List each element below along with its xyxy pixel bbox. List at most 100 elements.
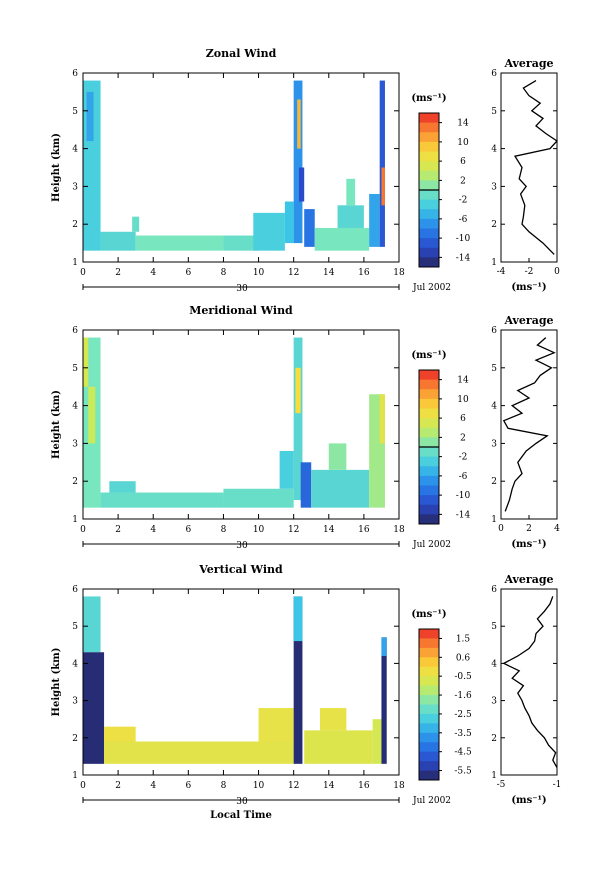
profile-frame	[500, 72, 558, 263]
profile-x-tick-label: 2	[526, 524, 532, 534]
plot-frame	[82, 588, 400, 776]
x-tick-label: 0	[80, 268, 86, 278]
y-tick-label: 4	[72, 659, 78, 669]
heatmap-cell	[253, 212, 285, 251]
colorbar-swatch	[419, 629, 439, 639]
x-tick-label: 16	[358, 525, 370, 535]
profile-x-tick-label: -2	[525, 267, 534, 277]
day-label: 30	[236, 541, 248, 551]
heatmap-cell	[369, 193, 380, 247]
x-tick-label: 16	[358, 268, 370, 278]
panel-title: Meridional Wind	[189, 304, 293, 317]
colorbar-tick-label: 14	[457, 119, 469, 129]
colorbar-swatch	[419, 732, 439, 743]
colorbar-tick-label: 2	[460, 433, 466, 443]
colorbar-tick-label: -2.5	[454, 710, 472, 720]
panel-title: Zonal Wind	[206, 47, 277, 60]
colorbar-swatch	[419, 704, 439, 715]
profile-unit: (ms⁻¹)	[511, 282, 546, 293]
colorbar-swatch	[419, 466, 439, 477]
colorbar-swatch	[419, 199, 439, 210]
x-tick-label: 16	[358, 781, 370, 791]
x-tick-label: 14	[323, 525, 335, 535]
y-tick-label: 1	[72, 771, 78, 781]
heatmap-cell	[135, 235, 224, 251]
profile-x-tick-label: 4	[554, 524, 560, 534]
colorbar-swatch	[419, 437, 439, 448]
y-tick-label: 4	[72, 402, 78, 412]
profile-y-tick-label: 5	[491, 364, 497, 374]
heatmap-cell	[379, 394, 385, 444]
colorbar-swatch	[419, 647, 439, 658]
colorbar-tick-label: 2	[460, 176, 466, 186]
profile-y-tick-label: 5	[491, 622, 497, 632]
colorbar-swatch	[419, 218, 439, 229]
colorbar-tick-label: -14	[456, 510, 471, 520]
colorbar-tick-label: -5.5	[454, 767, 472, 777]
x-tick-label: 18	[393, 781, 405, 791]
profile-y-tick-label: 6	[491, 326, 497, 336]
date-label: Jul 2002	[412, 796, 451, 806]
colorbar-swatch	[419, 742, 439, 753]
colorbar-swatch	[419, 113, 439, 124]
y-tick-label: 5	[72, 622, 78, 632]
colorbar-swatch	[419, 141, 439, 152]
y-tick-label: 5	[72, 107, 78, 117]
profile-y-tick-label: 1	[491, 771, 497, 781]
heatmap-cell	[304, 730, 373, 764]
heatmap-cell	[320, 708, 347, 731]
profile-title: Average	[503, 314, 553, 327]
x-tick-label: 12	[288, 268, 299, 278]
y-axis-label: Height (km)	[51, 390, 62, 459]
panel-title: Vertical Wind	[198, 563, 283, 576]
y-tick-label: 6	[72, 585, 78, 595]
x-tick-label: 6	[185, 781, 191, 791]
heatmap-cell	[311, 469, 370, 508]
colorbar-tick-label: 0.6	[456, 653, 471, 663]
heatmap-cell	[104, 741, 294, 764]
x-tick-label: 10	[253, 781, 265, 791]
colorbar-tick-label: -2	[459, 196, 468, 206]
colorbar-swatch	[419, 666, 439, 677]
date-label: Jul 2002	[412, 283, 451, 293]
colorbar-swatch	[419, 247, 439, 258]
colorbar-swatch	[419, 180, 439, 191]
x-tick-label: 12	[288, 781, 299, 791]
colorbar-swatch	[419, 228, 439, 239]
colorbar-swatch	[419, 770, 439, 781]
heatmap-cell	[100, 492, 224, 508]
heatmap-cell	[83, 652, 105, 764]
colorbar-tick-label: -10	[456, 234, 471, 244]
x-axis-label: Local Time	[210, 810, 272, 821]
colorbar-swatch	[419, 447, 439, 458]
profile-line	[502, 596, 558, 768]
y-axis-label: Height (km)	[51, 133, 62, 202]
heatmap-cell	[297, 99, 301, 149]
heatmap-cell	[381, 167, 385, 206]
x-tick-label: 12	[288, 525, 299, 535]
heatmap-cell	[88, 386, 96, 444]
colorbar-swatch	[419, 475, 439, 486]
heatmap-cell	[337, 205, 364, 228]
profile-y-tick-label: 3	[491, 182, 497, 192]
y-tick-label: 1	[72, 258, 78, 268]
x-tick-label: 4	[150, 781, 156, 791]
colorbar-swatch	[419, 379, 439, 390]
heatmap-cell	[132, 216, 140, 232]
profile-y-tick-label: 2	[491, 220, 497, 230]
colorbar-unit: (ms⁻¹)	[411, 93, 446, 104]
heatmap-cell	[300, 462, 312, 508]
profile-y-tick-label: 3	[491, 439, 497, 449]
colorbar-swatch	[419, 170, 439, 181]
heatmap-cell	[293, 596, 303, 642]
colorbar-swatch	[419, 398, 439, 409]
colorbar-swatch	[419, 676, 439, 687]
x-tick-label: 14	[323, 781, 335, 791]
heatmap-cell	[379, 80, 385, 247]
colorbar-swatch	[419, 161, 439, 172]
colorbar-swatch	[419, 695, 439, 705]
colorbar-swatch	[419, 495, 439, 506]
